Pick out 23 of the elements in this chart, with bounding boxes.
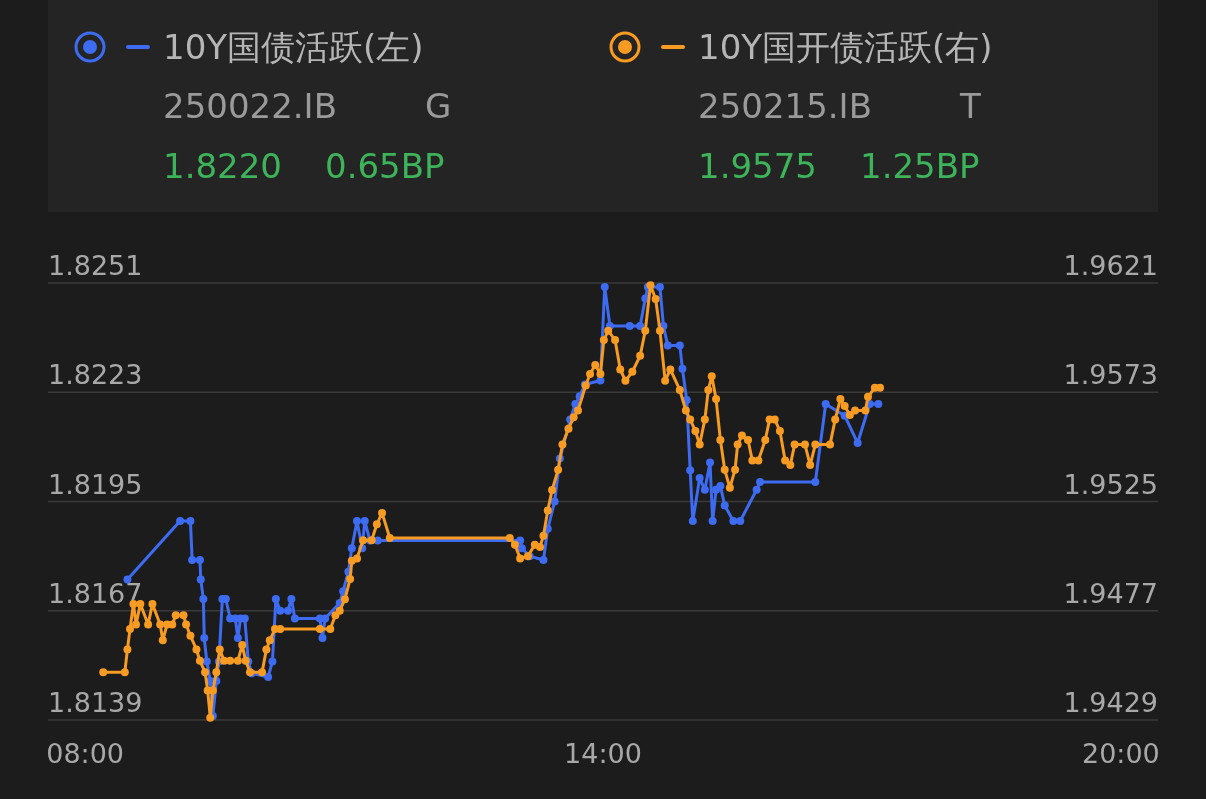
y2-tick-label: 1.9573 — [1063, 359, 1158, 391]
y-tick-label: 1.8195 — [48, 468, 143, 500]
y-tick-label: 1.8223 — [48, 359, 143, 391]
legend-label: 10Y国开债活跃(右) — [698, 27, 993, 67]
y-tick-label: 1.8139 — [48, 687, 143, 718]
text: T — [959, 86, 981, 126]
x-tick-label: 08:00 — [46, 738, 125, 769]
text: G — [425, 86, 452, 126]
text: 250022.IB — [163, 86, 337, 126]
y-tick-label: 1.8251 — [48, 250, 143, 281]
text: 250215.IB — [698, 86, 872, 126]
y2-tick-label: 1.9621 — [1063, 250, 1158, 281]
text: 1.9575 — [698, 146, 817, 186]
text: 0.65BP — [325, 146, 445, 186]
text: 1.25BP — [860, 146, 980, 186]
y2-tick-label: 1.9429 — [1063, 687, 1158, 718]
legend-label: 10Y国债活跃(左) — [163, 27, 424, 67]
y2-tick-label: 1.9525 — [1063, 468, 1158, 500]
x-tick-label: 14:00 — [564, 738, 642, 769]
text: 1.8220 — [163, 146, 282, 186]
x-tick-label: 20:00 — [1081, 738, 1160, 769]
y-tick-label: 1.8167 — [48, 577, 143, 609]
y2-tick-label: 1.9477 — [1063, 577, 1158, 609]
